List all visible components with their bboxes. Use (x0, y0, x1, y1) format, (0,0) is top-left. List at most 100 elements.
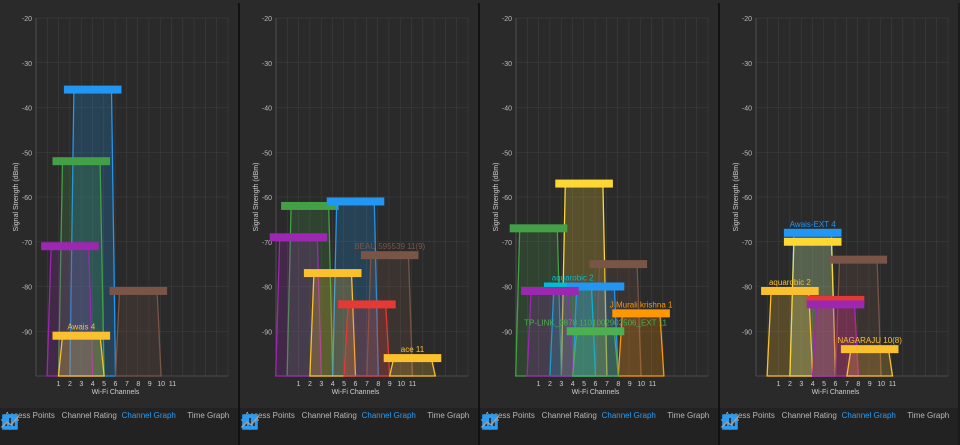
network-series[interactable] (109, 286, 168, 377)
nav-label: Channel Rating (781, 411, 837, 420)
nav-label: Channel Rating (541, 411, 597, 420)
panel-divider (238, 3, 240, 445)
nav-item-time-graph[interactable]: Time Graph (241, 408, 477, 428)
signal-bar (63, 85, 122, 94)
nav-label: Access Points (244, 411, 295, 420)
x-tick-label: 6 (354, 381, 358, 388)
signal-bar (783, 237, 842, 246)
line-graph-icon (241, 416, 259, 428)
signal-bar (383, 354, 442, 363)
x-tick-label: 3 (319, 381, 323, 388)
network-label: aquarobic 2 (769, 278, 811, 287)
y-tick-label: -70 (502, 240, 512, 247)
signal-bar (326, 197, 385, 206)
y-tick-label: -80 (262, 285, 272, 292)
y-tick-label: -50 (262, 150, 272, 157)
signal-bar (806, 300, 865, 309)
nav-item-channel-graph[interactable]: Channel Graph (482, 408, 658, 430)
y-tick-label: -50 (502, 150, 512, 157)
channel-graph: -20 -30 -40 -50 -60 -70 -80 -90 1 2 3 4 5 6 7 8 9 10 11 Wi-… (733, 16, 949, 396)
nav-label: Channel Graph (361, 411, 416, 420)
x-tick-label: 6 (114, 381, 118, 388)
y-tick-label: -30 (262, 61, 272, 68)
signal-bar (52, 157, 111, 166)
y-tick-label: -70 (742, 240, 752, 247)
y-tick-label: -50 (22, 150, 32, 157)
network-series[interactable] (806, 300, 865, 377)
nav-item-channel-graph[interactable]: Channel Graph (2, 408, 178, 430)
network-series[interactable]: NAGARAJU 10(8) (837, 336, 902, 377)
network-label: J Murali krishna 1 (610, 300, 673, 309)
x-tick-label: 3 (79, 381, 83, 388)
y-tick-label: -60 (262, 195, 272, 202)
network-series[interactable]: ace 11 (383, 345, 442, 377)
x-tick-label: 2 (308, 381, 312, 388)
y-axis-label: Signal Strength (dBm) (733, 163, 740, 232)
channel-graph-panel: -20 -30 -40 -50 -60 -70 -80 -90 1 2 3 4 5 6 7 8 9 10 11 Wi-… (720, 3, 958, 445)
x-tick-label: 3 (799, 381, 803, 388)
x-tick-label: 4 (811, 381, 815, 388)
y-tick-label: -40 (502, 106, 512, 113)
x-tick-label: 11 (889, 381, 896, 388)
x-axis-label: Wi-Fi Channels (92, 389, 140, 396)
signal-bar (509, 224, 568, 233)
network-series[interactable] (521, 286, 579, 377)
signal-bar (555, 179, 613, 188)
line-graph-icon (481, 416, 499, 428)
x-tick-label: 2 (548, 381, 552, 388)
line-graph-icon (721, 416, 739, 428)
x-tick-label: 7 (605, 381, 609, 388)
x-tick-label: 10 (157, 381, 165, 388)
signal-bar (840, 345, 899, 354)
signal-bar (52, 331, 111, 340)
network-series[interactable]: Awais 4 (52, 323, 111, 377)
panel-divider (718, 3, 720, 445)
signal-area (766, 290, 814, 377)
x-tick-label: 9 (628, 381, 632, 388)
channel-graph-panel: -20 -30 -40 -50 -60 -70 -80 -90 1 2 3 4 5 6 7 8 9 10 11 Wi-… (480, 3, 718, 445)
y-tick-label: -80 (502, 285, 512, 292)
nav-item-channel-rating[interactable]: Channel Rating (4, 408, 118, 430)
y-tick-label: -70 (262, 240, 272, 247)
x-tick-label: 7 (125, 381, 129, 388)
bottom-nav: Access Points Channel Rating Channel Graph… (720, 408, 958, 445)
nav-label: Time Graph (187, 411, 230, 420)
network-series[interactable]: BEAU 595539 11(9) (354, 242, 426, 377)
network-label: NAGARAJU 10(8) (837, 336, 902, 345)
signal-bar (281, 201, 339, 210)
nav-label: Access Points (724, 411, 775, 420)
y-tick-label: -40 (742, 106, 752, 113)
panel-divider (478, 3, 480, 445)
x-axis-label: Wi-Fi Channels (812, 389, 860, 396)
network-series[interactable] (303, 269, 362, 377)
nav-item-time-graph[interactable]: Time Graph (1, 408, 237, 428)
network-series[interactable] (338, 300, 396, 377)
y-tick-label: -20 (22, 16, 32, 23)
nav-item-channel-rating[interactable]: Channel Rating (484, 408, 598, 430)
nav-item-time-graph[interactable]: Time Graph (721, 408, 957, 428)
nav-item-channel-graph[interactable]: Channel Graph (242, 408, 418, 430)
y-tick-label: -40 (262, 106, 272, 113)
x-tick-label: 5 (102, 381, 106, 388)
nav-item-channel-rating[interactable]: Channel Rating (724, 408, 838, 430)
y-tick-label: -50 (742, 150, 752, 157)
signal-bar (269, 233, 328, 242)
nav-item-channel-graph[interactable]: Channel Graph (722, 408, 898, 430)
network-series[interactable]: TP-LINK_0878 1101002902506_EXT 11 (524, 318, 667, 377)
y-tick-label: -30 (22, 61, 32, 68)
x-tick-label: 9 (148, 381, 152, 388)
network-label: aquarobic 2 (552, 274, 594, 283)
x-tick-label: 8 (376, 381, 380, 388)
signal-bar (566, 282, 625, 291)
y-tick-label: -20 (742, 16, 752, 23)
nav-item-channel-rating[interactable]: Channel Rating (244, 408, 358, 430)
nav-item-time-graph[interactable]: Time Graph (481, 408, 717, 428)
channel-graph: -20 -30 -40 -50 -60 -70 -80 -90 1 2 3 4 5 6 7 8 9 10 11 Wi-… (13, 16, 229, 396)
channel-graph-panel: -20 -30 -40 -50 -60 -70 -80 -90 1 2 3 4 5 6 7 8 9 10 11 Wi-… (0, 3, 238, 445)
signal-area (571, 330, 620, 377)
y-tick-label: -90 (742, 329, 752, 336)
network-series[interactable]: aquarobic 2 (761, 278, 819, 377)
nav-label: Channel Graph (841, 411, 896, 420)
y-tick-label: -20 (502, 16, 512, 23)
x-tick-label: 9 (388, 381, 392, 388)
